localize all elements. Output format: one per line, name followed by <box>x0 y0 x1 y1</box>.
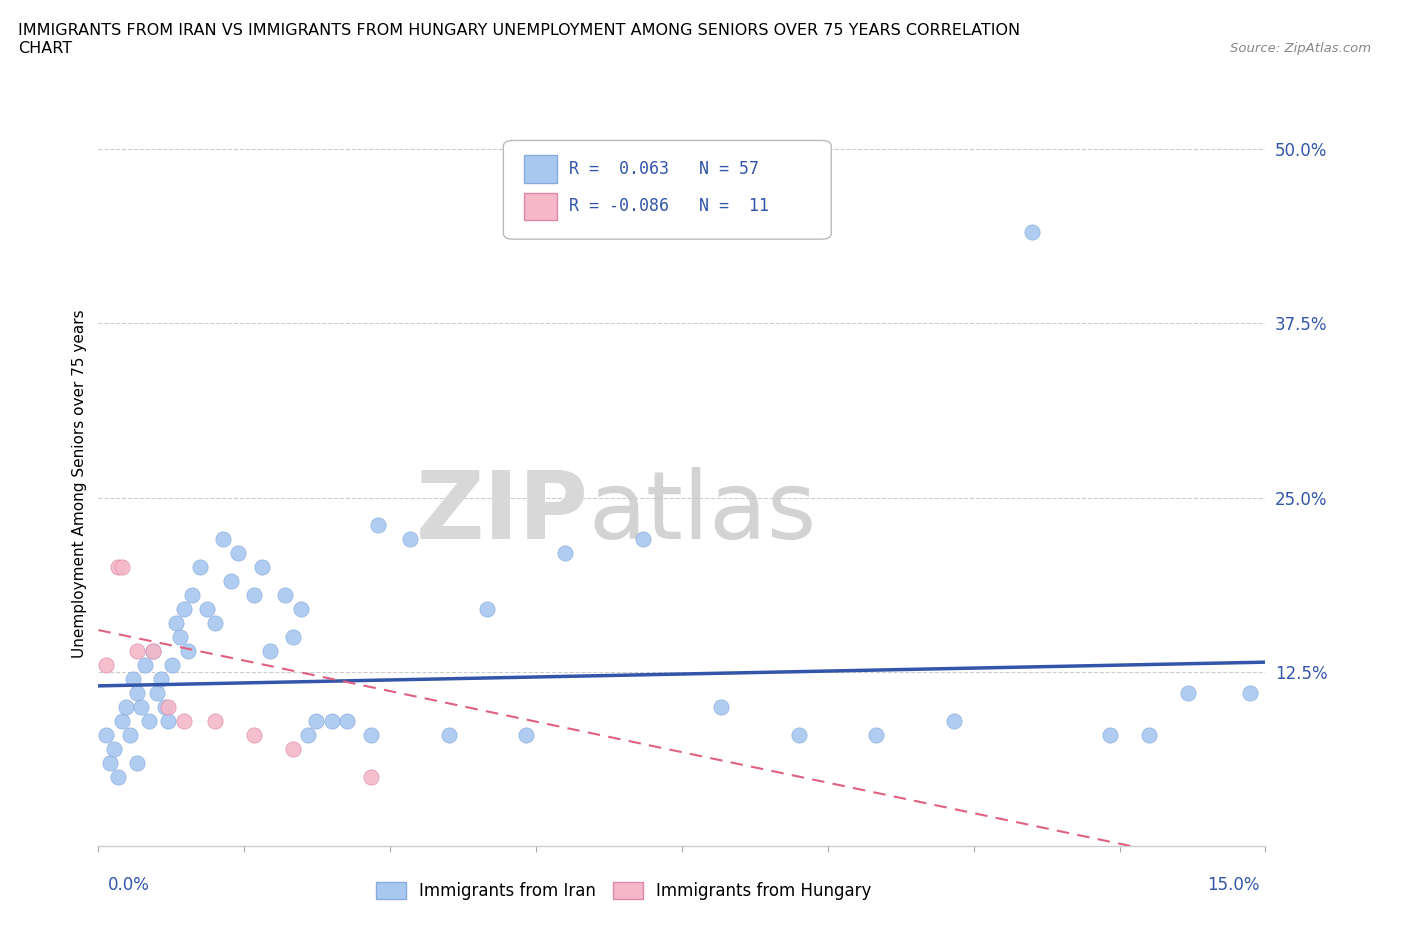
Point <box>437 727 460 742</box>
Point <box>212 532 235 547</box>
Point <box>169 630 191 644</box>
Point <box>1239 685 1261 700</box>
Point <box>243 588 266 603</box>
Text: IMMIGRANTS FROM IRAN VS IMMIGRANTS FROM HUNGARY UNEMPLOYMENT AMONG SENIORS OVER : IMMIGRANTS FROM IRAN VS IMMIGRANTS FROM … <box>18 23 1021 56</box>
Text: 15.0%: 15.0% <box>1208 876 1260 895</box>
Point <box>219 574 242 589</box>
FancyBboxPatch shape <box>503 140 831 239</box>
Point <box>129 699 152 714</box>
Point <box>631 532 654 547</box>
Point <box>943 713 966 728</box>
Point <box>111 713 134 728</box>
Point <box>180 588 202 603</box>
Point <box>142 644 165 658</box>
Point <box>321 713 343 728</box>
Text: ZIP: ZIP <box>416 467 589 559</box>
Point <box>228 546 250 561</box>
Point <box>127 685 149 700</box>
Point <box>250 560 273 575</box>
Point <box>134 658 156 672</box>
Point <box>157 699 180 714</box>
Point <box>515 727 537 742</box>
Point <box>305 713 328 728</box>
Point <box>177 644 200 658</box>
Point <box>114 699 136 714</box>
Point <box>281 630 304 644</box>
Point <box>107 769 129 784</box>
Point <box>367 518 389 533</box>
Point <box>204 616 226 631</box>
Point <box>290 602 312 617</box>
Point <box>153 699 176 714</box>
Text: R =  0.063   N = 57: R = 0.063 N = 57 <box>568 160 759 178</box>
Point <box>96 727 118 742</box>
Point <box>243 727 266 742</box>
Point <box>336 713 359 728</box>
Point <box>477 602 499 617</box>
Point <box>787 727 810 742</box>
Point <box>297 727 319 742</box>
Point <box>173 602 195 617</box>
Point <box>111 560 134 575</box>
Legend: Immigrants from Iran, Immigrants from Hungary: Immigrants from Iran, Immigrants from Hu… <box>370 875 877 907</box>
Point <box>157 713 180 728</box>
Point <box>127 755 149 770</box>
Point <box>360 769 382 784</box>
Text: R = -0.086   N =  11: R = -0.086 N = 11 <box>568 197 769 216</box>
Point <box>710 699 733 714</box>
Point <box>107 560 129 575</box>
Point <box>142 644 165 658</box>
Point <box>281 741 304 756</box>
FancyBboxPatch shape <box>524 193 557 220</box>
Text: atlas: atlas <box>589 467 817 559</box>
Point <box>554 546 576 561</box>
Text: 0.0%: 0.0% <box>108 876 150 895</box>
Point <box>1098 727 1121 742</box>
Point <box>1021 225 1043 240</box>
Point <box>1137 727 1160 742</box>
Point <box>204 713 226 728</box>
Point <box>103 741 125 756</box>
Point <box>149 671 172 686</box>
Point <box>865 727 887 742</box>
Point <box>122 671 145 686</box>
Point <box>165 616 187 631</box>
Point <box>146 685 169 700</box>
Point <box>138 713 160 728</box>
Text: Source: ZipAtlas.com: Source: ZipAtlas.com <box>1230 42 1371 55</box>
Point <box>173 713 195 728</box>
Point <box>398 532 420 547</box>
Point <box>188 560 211 575</box>
Point <box>127 644 149 658</box>
Point <box>360 727 382 742</box>
Point <box>98 755 121 770</box>
Point <box>1177 685 1199 700</box>
Point <box>274 588 297 603</box>
Point <box>162 658 184 672</box>
Point <box>96 658 118 672</box>
Point <box>118 727 141 742</box>
FancyBboxPatch shape <box>524 155 557 182</box>
Y-axis label: Unemployment Among Seniors over 75 years: Unemployment Among Seniors over 75 years <box>72 310 87 658</box>
Point <box>259 644 281 658</box>
Point <box>195 602 218 617</box>
